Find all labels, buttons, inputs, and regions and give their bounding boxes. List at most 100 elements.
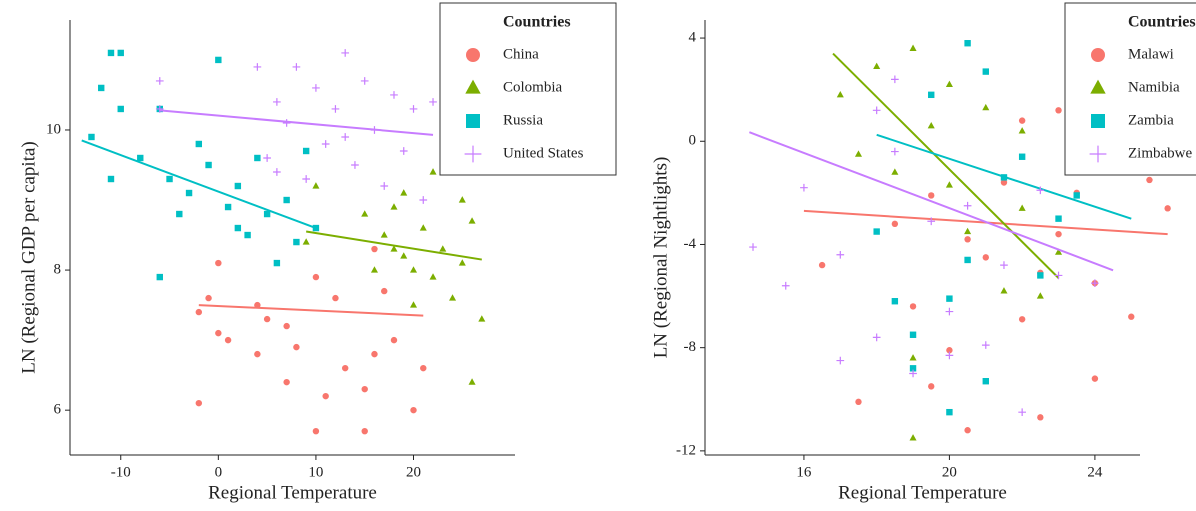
point	[380, 231, 388, 238]
fit-line	[198, 304, 424, 317]
point	[429, 273, 437, 280]
point	[909, 365, 917, 372]
point	[982, 254, 989, 261]
point	[332, 294, 339, 302]
x-tick-label: 10	[308, 464, 323, 480]
point	[156, 273, 163, 281]
point	[982, 103, 990, 111]
legend-label: Colombia	[503, 79, 563, 95]
y-axis-label: LN (Regional Nightlights)	[650, 157, 671, 359]
point	[928, 192, 935, 199]
y-tick-label: 8	[54, 262, 62, 278]
point	[1036, 186, 1045, 195]
point	[293, 238, 300, 246]
point	[1054, 271, 1063, 280]
legend-marker	[1091, 48, 1105, 62]
x-tick-label: 16	[796, 464, 812, 480]
point	[429, 98, 437, 106]
y-tick-label: -8	[684, 339, 697, 355]
point	[1091, 279, 1099, 288]
point	[283, 322, 290, 330]
point	[1037, 414, 1044, 421]
point	[800, 183, 808, 192]
point	[107, 175, 115, 183]
fit-line	[159, 109, 434, 136]
point	[400, 189, 408, 196]
point	[409, 105, 418, 113]
point	[964, 236, 971, 243]
point	[1128, 313, 1135, 320]
point	[361, 210, 369, 217]
point	[234, 182, 242, 190]
point	[331, 105, 340, 113]
legend-label: China	[503, 46, 539, 62]
point	[215, 259, 222, 267]
point	[390, 336, 398, 344]
point	[964, 256, 971, 264]
x-tick-label: -10	[111, 464, 131, 480]
point	[409, 266, 418, 273]
point	[410, 406, 417, 414]
point	[945, 80, 953, 88]
point	[945, 181, 953, 188]
point	[909, 434, 917, 441]
x-tick-label: 0	[215, 464, 223, 480]
point	[891, 220, 899, 228]
legend-marker	[466, 114, 480, 128]
point	[107, 49, 115, 57]
point	[836, 250, 845, 259]
point	[341, 133, 350, 141]
point	[321, 140, 330, 148]
point	[429, 168, 437, 175]
point	[927, 217, 936, 226]
point	[927, 121, 935, 129]
point	[946, 347, 953, 354]
point	[854, 150, 863, 157]
point	[380, 182, 389, 190]
point	[1073, 192, 1080, 199]
point	[312, 273, 320, 281]
point	[928, 91, 935, 99]
point	[1164, 205, 1171, 212]
fit-line	[81, 139, 317, 229]
point	[458, 196, 466, 203]
fit-line	[832, 52, 1060, 279]
legend-marker	[466, 48, 480, 62]
point	[982, 378, 989, 385]
point	[176, 210, 183, 218]
point	[964, 427, 971, 434]
point	[254, 301, 261, 309]
point	[312, 182, 320, 189]
point	[836, 356, 845, 365]
y-tick-label: -4	[684, 236, 697, 252]
legend-label: Zimbabwe	[1128, 145, 1192, 161]
point	[224, 203, 232, 211]
point	[166, 175, 173, 183]
point	[370, 266, 378, 273]
point	[302, 238, 310, 245]
y-tick-label: 10	[46, 121, 61, 137]
point	[98, 84, 105, 92]
point	[964, 40, 971, 47]
point	[360, 77, 369, 85]
point	[909, 331, 917, 338]
point	[254, 154, 261, 162]
x-axis-label: Regional Temperature	[838, 482, 1007, 503]
y-tick-label: -12	[676, 442, 696, 458]
point	[195, 140, 203, 148]
point	[478, 315, 486, 322]
point	[155, 77, 164, 85]
y-tick-label: 4	[689, 29, 697, 45]
point	[263, 210, 271, 218]
legend-marker	[465, 79, 481, 94]
point	[982, 68, 989, 75]
point	[293, 343, 300, 351]
point	[872, 333, 881, 342]
point	[1018, 127, 1026, 134]
point	[273, 98, 281, 106]
x-tick-label: 20	[942, 464, 957, 480]
point	[873, 228, 880, 235]
point	[1018, 408, 1026, 417]
point	[205, 161, 212, 169]
